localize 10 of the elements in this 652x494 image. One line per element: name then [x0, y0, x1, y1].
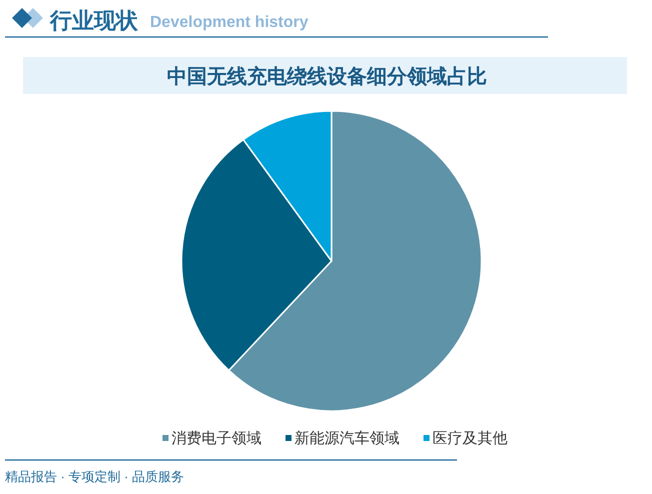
text: 精品报告 · 专项定制 · 品质服务: [5, 469, 184, 484]
pie-slice: [181, 138, 332, 372]
legend-label: 新能源汽车领域: [294, 430, 400, 447]
pie-slice: [228, 110, 482, 412]
legend-label: 消费电子领域: [172, 430, 262, 447]
pie-slice: [242, 110, 332, 262]
text: 行业现状: [49, 8, 139, 33]
chart-title: 中国无线充电绕线设备细分领域占比: [167, 65, 487, 88]
text: Development history: [150, 14, 308, 31]
legend-label: 医疗及其他: [432, 430, 508, 447]
